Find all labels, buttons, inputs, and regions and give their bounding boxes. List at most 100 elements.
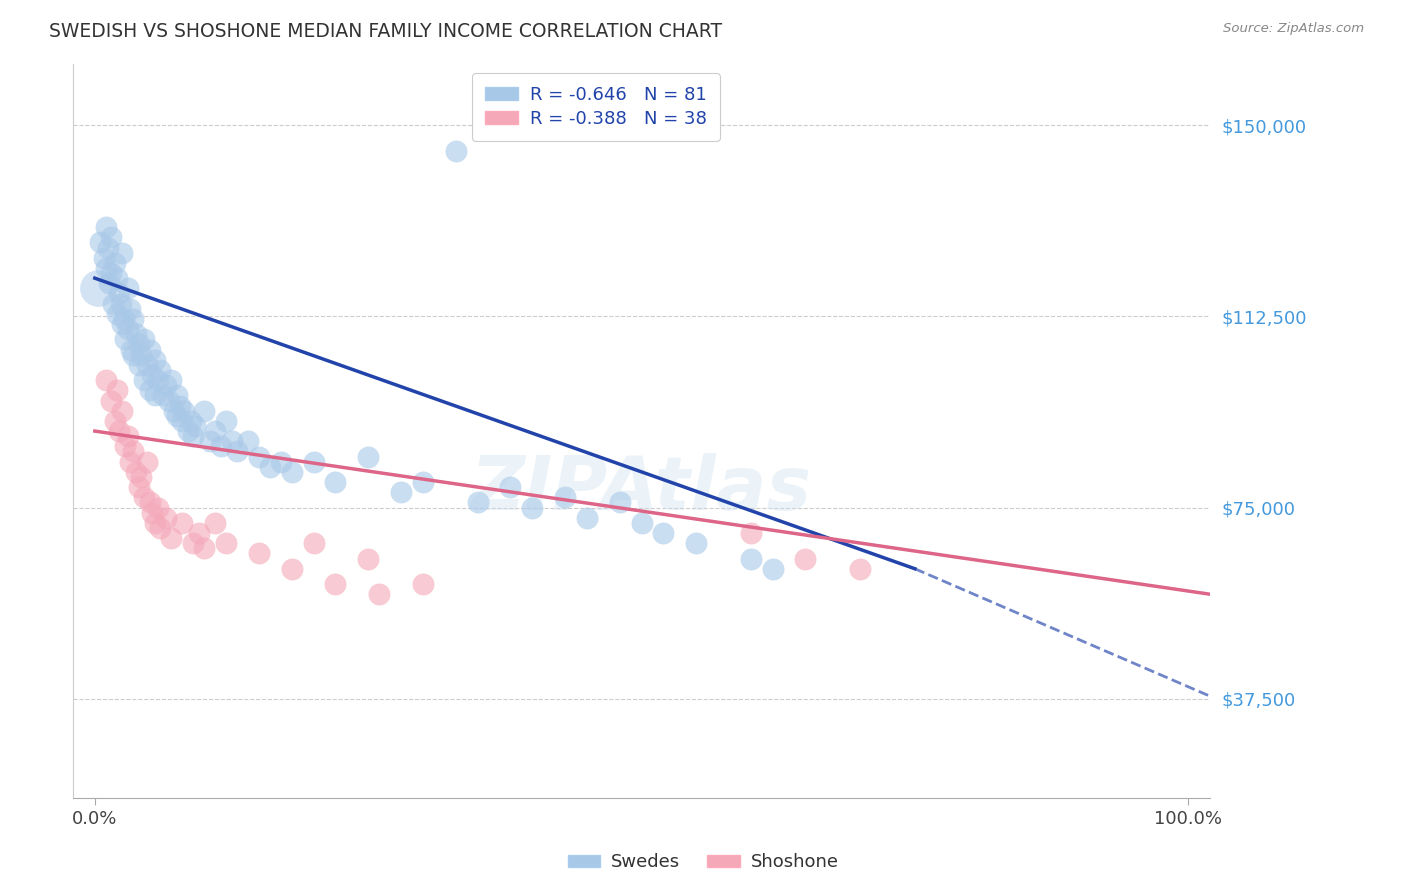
Point bbox=[120, 343, 142, 357]
Point bbox=[172, 516, 194, 530]
Point bbox=[103, 414, 125, 428]
Point bbox=[499, 480, 522, 494]
Point bbox=[138, 495, 160, 509]
Point bbox=[302, 455, 325, 469]
Point bbox=[160, 531, 183, 545]
Point bbox=[97, 241, 120, 255]
Point bbox=[368, 587, 391, 601]
Point bbox=[193, 541, 215, 556]
Point bbox=[184, 419, 207, 434]
Point bbox=[148, 500, 170, 515]
Point bbox=[247, 546, 270, 560]
Point bbox=[173, 403, 195, 417]
Point bbox=[575, 510, 598, 524]
Point bbox=[136, 455, 159, 469]
Point bbox=[357, 551, 380, 566]
Point bbox=[138, 384, 160, 398]
Point bbox=[520, 500, 543, 515]
Point bbox=[93, 251, 115, 265]
Point bbox=[148, 373, 170, 387]
Legend: Swedes, Shoshone: Swedes, Shoshone bbox=[561, 847, 845, 879]
Point bbox=[132, 373, 155, 387]
Point bbox=[117, 281, 139, 295]
Point bbox=[129, 470, 152, 484]
Point bbox=[136, 358, 159, 372]
Point bbox=[94, 220, 117, 235]
Point bbox=[141, 368, 163, 382]
Point bbox=[112, 312, 135, 326]
Point bbox=[111, 403, 134, 417]
Point bbox=[166, 388, 188, 402]
Point bbox=[302, 536, 325, 550]
Point bbox=[89, 235, 111, 250]
Point bbox=[105, 384, 128, 398]
Point bbox=[100, 393, 122, 408]
Point bbox=[117, 429, 139, 443]
Point bbox=[114, 332, 136, 346]
Point bbox=[105, 271, 128, 285]
Point bbox=[149, 363, 172, 377]
Point bbox=[554, 491, 576, 505]
Point bbox=[108, 424, 131, 438]
Point bbox=[169, 399, 191, 413]
Point bbox=[100, 230, 122, 244]
Point bbox=[198, 434, 221, 449]
Point bbox=[849, 562, 872, 576]
Point bbox=[143, 352, 166, 367]
Point bbox=[762, 562, 785, 576]
Point bbox=[118, 455, 141, 469]
Point bbox=[143, 516, 166, 530]
Text: SWEDISH VS SHOSHONE MEDIAN FAMILY INCOME CORRELATION CHART: SWEDISH VS SHOSHONE MEDIAN FAMILY INCOME… bbox=[49, 22, 723, 41]
Point bbox=[103, 256, 125, 270]
Legend: R = -0.646   N = 81, R = -0.388   N = 38: R = -0.646 N = 81, R = -0.388 N = 38 bbox=[472, 73, 720, 141]
Point bbox=[110, 296, 132, 310]
Point bbox=[117, 322, 139, 336]
Point bbox=[149, 521, 172, 535]
Point bbox=[204, 424, 226, 438]
Point bbox=[162, 403, 184, 417]
Point bbox=[166, 409, 188, 423]
Point bbox=[141, 506, 163, 520]
Point bbox=[87, 281, 110, 295]
Point bbox=[143, 388, 166, 402]
Point bbox=[193, 403, 215, 417]
Point bbox=[177, 424, 200, 438]
Point bbox=[652, 526, 675, 541]
Point bbox=[111, 245, 134, 260]
Point bbox=[181, 536, 204, 550]
Text: ZIPAtlas: ZIPAtlas bbox=[471, 453, 813, 526]
Point bbox=[187, 526, 209, 541]
Point bbox=[122, 348, 145, 362]
Point bbox=[280, 562, 302, 576]
Point bbox=[103, 296, 125, 310]
Point bbox=[215, 414, 238, 428]
Point bbox=[157, 393, 180, 408]
Point bbox=[94, 260, 117, 275]
Point bbox=[125, 465, 148, 479]
Point bbox=[98, 277, 121, 291]
Point bbox=[118, 301, 141, 316]
Point bbox=[100, 266, 122, 280]
Point bbox=[204, 516, 226, 530]
Point bbox=[181, 429, 204, 443]
Point bbox=[111, 317, 134, 331]
Point bbox=[122, 444, 145, 458]
Point bbox=[160, 373, 183, 387]
Point bbox=[236, 434, 259, 449]
Point bbox=[94, 373, 117, 387]
Point bbox=[132, 332, 155, 346]
Point bbox=[128, 337, 150, 351]
Point bbox=[270, 455, 292, 469]
Point bbox=[122, 312, 145, 326]
Point bbox=[132, 491, 155, 505]
Point bbox=[180, 414, 202, 428]
Point bbox=[129, 348, 152, 362]
Point bbox=[325, 475, 347, 489]
Point bbox=[259, 459, 281, 474]
Point bbox=[114, 439, 136, 453]
Point bbox=[389, 485, 412, 500]
Point bbox=[794, 551, 817, 566]
Point bbox=[215, 536, 238, 550]
Point bbox=[412, 475, 434, 489]
Point bbox=[247, 450, 270, 464]
